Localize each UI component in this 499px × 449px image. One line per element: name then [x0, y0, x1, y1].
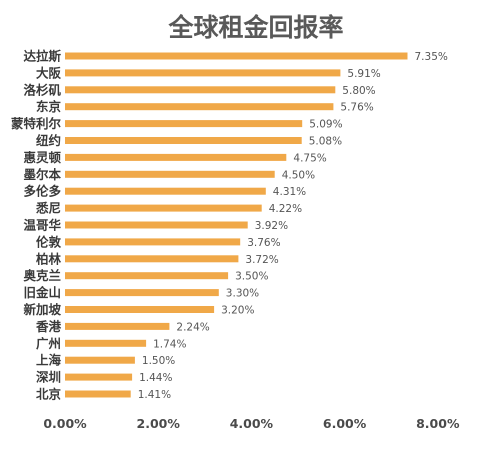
category-label: 广州 [36, 336, 61, 351]
bar-14 [65, 289, 219, 297]
x-tick-label: 2.00% [137, 416, 181, 431]
value-label: 1.74% [153, 338, 186, 350]
bar-15 [65, 306, 215, 313]
value-label: 4.50% [282, 169, 315, 181]
value-label: 1.44% [139, 372, 172, 384]
bar-7 [65, 170, 275, 178]
value-label: 1.41% [138, 389, 171, 401]
category-label: 惠灵顿 [23, 150, 61, 165]
bar-1 [65, 69, 341, 77]
bar-0 [65, 52, 408, 60]
bar-13 [65, 272, 229, 280]
category-label: 旧金山 [23, 285, 61, 300]
category-label: 多伦多 [23, 184, 61, 199]
chart-title: 全球租金回报率 [167, 13, 343, 42]
value-label: 5.80% [342, 85, 375, 97]
bar-19 [65, 373, 133, 381]
category-label: 上海 [36, 353, 62, 368]
value-label: 4.75% [293, 152, 326, 164]
category-label: 新加坡 [23, 302, 61, 317]
category-label: 纽约 [36, 133, 61, 148]
bar-20 [65, 390, 131, 398]
value-label: 5.09% [309, 119, 342, 131]
x-axis-tick-labels: 0.00% 2.00% 4.00% 6.00% 8.00% [43, 416, 460, 431]
bar-17 [65, 339, 147, 347]
category-label: 悉尼 [35, 201, 61, 216]
category-label: 洛杉矶 [23, 82, 61, 97]
category-label: 温哥华 [23, 218, 61, 233]
value-label: 4.22% [269, 203, 302, 215]
category-label: 北京 [36, 387, 62, 402]
x-tick-label: 4.00% [230, 416, 274, 431]
bar-12 [65, 255, 239, 263]
category-label: 达拉斯 [23, 49, 61, 64]
bar-5 [65, 137, 302, 144]
bar-16 [65, 322, 170, 330]
value-label: 5.76% [340, 102, 373, 114]
bar-4 [65, 120, 303, 128]
bar-9 [65, 204, 262, 212]
bars-layer [65, 52, 408, 398]
x-tick-label: 0.00% [43, 416, 87, 431]
bar-10 [65, 221, 248, 229]
x-tick-label: 8.00% [416, 416, 460, 431]
category-label: 东京 [36, 99, 62, 114]
bar-2 [65, 86, 336, 94]
bar-3 [65, 103, 334, 111]
bar-8 [65, 187, 266, 195]
value-label: 3.76% [247, 237, 280, 249]
value-label: 3.50% [235, 271, 268, 283]
value-label: 3.30% [226, 288, 259, 300]
value-label: 2.24% [176, 321, 209, 333]
category-label: 香港 [35, 319, 62, 334]
category-label: 柏林 [36, 251, 62, 266]
bar-6 [65, 153, 287, 161]
value-label: 4.31% [273, 186, 306, 198]
value-labels: 7.35% 5.91% 5.80% 5.76% 5.09% 5.08% 4.75% 4.50%… [138, 51, 448, 401]
value-label: 5.08% [309, 136, 342, 148]
bar-11 [65, 238, 241, 246]
value-label: 3.20% [221, 305, 254, 317]
category-label: 伦敦 [36, 234, 62, 249]
category-label: 深圳 [36, 370, 61, 385]
x-tick-label: 6.00% [323, 416, 367, 431]
bar-18 [65, 356, 135, 364]
category-labels: 达拉斯大阪洛杉矶东京蒙特利尔纽约惠灵顿墨尔本多伦多悉尼温哥华伦敦柏林奥克兰旧金山… [11, 49, 62, 402]
value-label: 5.91% [347, 68, 380, 80]
value-label: 7.35% [415, 51, 448, 63]
category-label: 奥克兰 [23, 268, 61, 283]
value-label: 3.92% [255, 220, 288, 232]
category-label: 墨尔本 [23, 167, 61, 182]
category-label: 蒙特利尔 [11, 116, 62, 131]
value-label: 3.72% [245, 254, 278, 266]
category-label: 大阪 [36, 65, 62, 80]
value-label: 1.50% [142, 355, 175, 367]
